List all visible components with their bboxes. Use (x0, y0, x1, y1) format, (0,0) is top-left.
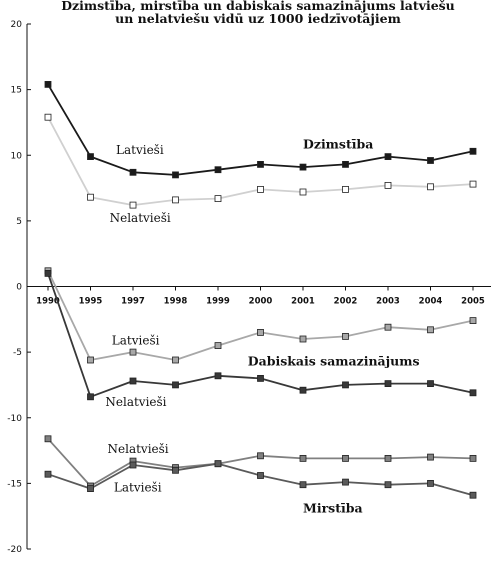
point-birth_lv (299, 163, 307, 171)
annotation-label: Latvieši (116, 143, 164, 157)
point-death_lv (257, 472, 264, 479)
x-tick-label: 1997 (121, 297, 145, 307)
point-death_nlv (299, 454, 307, 462)
point-natural_lv (384, 380, 392, 388)
point-birth_nlv (44, 113, 52, 121)
point-death_nlv (469, 454, 477, 462)
point-death_lv (172, 466, 179, 474)
series-line-death_lv (47, 462, 474, 497)
point-birth_lv (172, 171, 179, 179)
point-natural_lv (214, 372, 222, 380)
point-death_lv (384, 481, 392, 489)
point-natural_lv (299, 386, 307, 394)
y-tick-label: 10 (11, 151, 23, 161)
point-natural_nlv (342, 332, 349, 340)
point-birth_nlv (427, 183, 434, 191)
point-birth_lv (469, 147, 477, 155)
x-tick-label: 1998 (164, 297, 188, 307)
point-natural_lv (44, 269, 52, 277)
point-natural_nlv (129, 348, 137, 356)
point-birth_nlv (342, 185, 349, 193)
x-tick-label: 2002 (334, 297, 358, 307)
y-tick-label: -20 (7, 545, 22, 555)
point-natural_lv (257, 374, 264, 382)
point-natural_nlv (384, 323, 392, 331)
point-death_nlv (257, 452, 264, 460)
point-birth_lv (342, 160, 349, 168)
point-natural_lv (129, 377, 137, 385)
point-death_lv (427, 479, 434, 487)
point-birth_lv (87, 153, 94, 161)
point-birth_lv (44, 81, 52, 88)
annotation-label: Nelatvieši (108, 442, 169, 456)
y-tick-label: 20 (11, 20, 23, 30)
annotation-label: Latvieši (114, 480, 162, 494)
point-death_lv (299, 481, 307, 489)
point-birth_nlv (87, 193, 94, 201)
x-tick-label: 2001 (291, 297, 315, 307)
point-natural_nlv (87, 356, 94, 364)
annotation-label: Mirstība (303, 500, 363, 515)
point-death_lv (469, 491, 477, 499)
x-tick-label: 2003 (376, 297, 400, 307)
x-tick-label: 1995 (79, 297, 103, 307)
point-birth_nlv (299, 188, 307, 196)
y-tick-label: -10 (7, 414, 22, 424)
annotation-label: Nelatvieši (110, 211, 171, 225)
point-natural_nlv (299, 335, 307, 343)
axes: 20 15 10 5 0 -5 -10 -15 -20 1990 1995 1997 1998 1999 2… (7, 20, 491, 555)
point-natural_nlv (427, 326, 434, 334)
annotations: Latvieši Nelatvieši Dzimstība Latvieši Dabis… (105, 137, 419, 516)
point-natural_lv (427, 380, 434, 388)
y-tick-label: 15 (11, 86, 22, 96)
point-birth_nlv (214, 195, 222, 203)
point-birth_lv (257, 160, 264, 168)
point-birth_nlv (172, 196, 179, 204)
x-tick-label: 2005 (461, 297, 485, 307)
point-death_lv (87, 485, 94, 493)
point-death_nlv (384, 454, 392, 462)
y-tick-label: 0 (16, 283, 22, 293)
point-natural_nlv (172, 356, 179, 364)
point-death_nlv (342, 454, 349, 462)
series-group (44, 81, 477, 499)
point-birth_nlv (384, 181, 392, 189)
point-death_nlv (427, 453, 434, 461)
point-birth_nlv (257, 185, 264, 193)
annotation-label: Latvieši (112, 333, 160, 347)
point-natural_lv (87, 393, 94, 401)
chart-title-line1: Dzimstība, mirstība un dabiskais samazin… (61, 0, 455, 13)
point-birth_lv (427, 157, 434, 164)
chart-title-line2: un nelatviešu vidū uz 1000 iedzīvotājiem (115, 11, 401, 26)
point-death_lv (44, 470, 52, 478)
point-death_nlv (44, 435, 52, 443)
annotation-label: Nelatvieši (105, 395, 166, 409)
x-tick-label: 1990 (36, 297, 60, 307)
x-tick-label: 2004 (419, 297, 443, 307)
point-death_lv (129, 461, 137, 469)
x-tick-label: 2000 (249, 297, 273, 307)
point-birth_lv (129, 168, 137, 176)
annotation-label: Dabiskais samazinājums (248, 353, 420, 368)
point-birth_lv (384, 153, 392, 161)
point-natural_nlv (469, 317, 477, 325)
point-natural_lv (469, 389, 477, 397)
y-tick-label: 5 (16, 217, 22, 227)
point-natural_nlv (214, 342, 222, 350)
x-tick-label: 1999 (206, 297, 230, 307)
point-birth_nlv (469, 180, 477, 188)
y-tick-label: -15 (7, 479, 22, 489)
point-natural_lv (342, 381, 349, 389)
y-tick-label: -5 (13, 348, 22, 358)
annotation-label: Dzimstība (303, 137, 373, 152)
point-natural_lv (172, 381, 179, 389)
point-death_lv (342, 478, 349, 486)
point-death_lv (214, 460, 222, 468)
point-birth_nlv (129, 201, 137, 209)
point-birth_lv (214, 166, 222, 174)
point-natural_nlv (257, 328, 264, 336)
